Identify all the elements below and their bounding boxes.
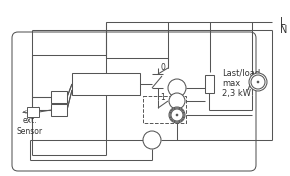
Circle shape — [169, 107, 185, 123]
Circle shape — [249, 73, 267, 91]
Text: L: L — [280, 17, 285, 27]
Text: N: N — [280, 25, 287, 35]
Text: 0: 0 — [161, 62, 165, 71]
Bar — [51, 104, 67, 116]
Text: F: F — [57, 105, 61, 115]
Bar — [27, 107, 39, 117]
Circle shape — [168, 79, 186, 97]
Text: H: H — [174, 96, 180, 105]
Bar — [143, 96, 186, 123]
Circle shape — [176, 114, 178, 116]
Bar — [51, 91, 67, 103]
FancyBboxPatch shape — [12, 32, 256, 171]
Text: Electronics: Electronics — [83, 80, 129, 89]
Circle shape — [257, 81, 259, 83]
Circle shape — [171, 109, 183, 121]
Bar — [205, 75, 214, 93]
Text: 1: 1 — [161, 93, 165, 102]
Text: L: L — [175, 83, 180, 93]
Text: F: F — [57, 93, 61, 102]
Text: ext.
Sensor: ext. Sensor — [17, 116, 43, 136]
Text: Last/load
max
2,3 kW: Last/load max 2,3 kW — [222, 68, 260, 98]
Bar — [72, 73, 140, 95]
Circle shape — [169, 93, 185, 109]
Circle shape — [143, 131, 161, 149]
Circle shape — [170, 108, 184, 122]
Text: Ⓜ: Ⓜ — [174, 110, 180, 120]
Text: N: N — [148, 136, 155, 144]
Circle shape — [251, 75, 265, 89]
